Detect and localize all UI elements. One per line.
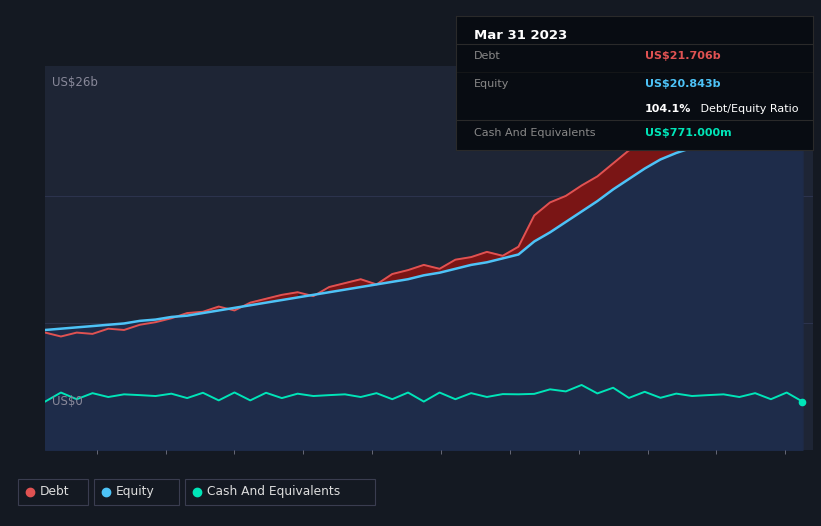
Text: US$771.000m: US$771.000m [645, 128, 732, 138]
Text: US$21.706b: US$21.706b [645, 50, 721, 60]
Text: Mar 31 2023: Mar 31 2023 [474, 29, 566, 42]
Text: Equity: Equity [116, 485, 154, 498]
Text: Debt: Debt [40, 485, 70, 498]
Bar [94, 479, 179, 505]
Text: US$0: US$0 [52, 395, 83, 408]
Text: US$20.843b: US$20.843b [645, 79, 721, 89]
Bar [185, 479, 375, 505]
Text: Debt/Equity Ratio: Debt/Equity Ratio [697, 104, 798, 114]
Text: Equity: Equity [474, 79, 509, 89]
Text: Cash And Equivalents: Cash And Equivalents [474, 128, 595, 138]
Text: US$26b: US$26b [52, 76, 98, 89]
Text: Debt: Debt [474, 50, 500, 60]
Text: 104.1%: 104.1% [645, 104, 691, 114]
Bar [18, 479, 88, 505]
Text: Cash And Equivalents: Cash And Equivalents [207, 485, 340, 498]
